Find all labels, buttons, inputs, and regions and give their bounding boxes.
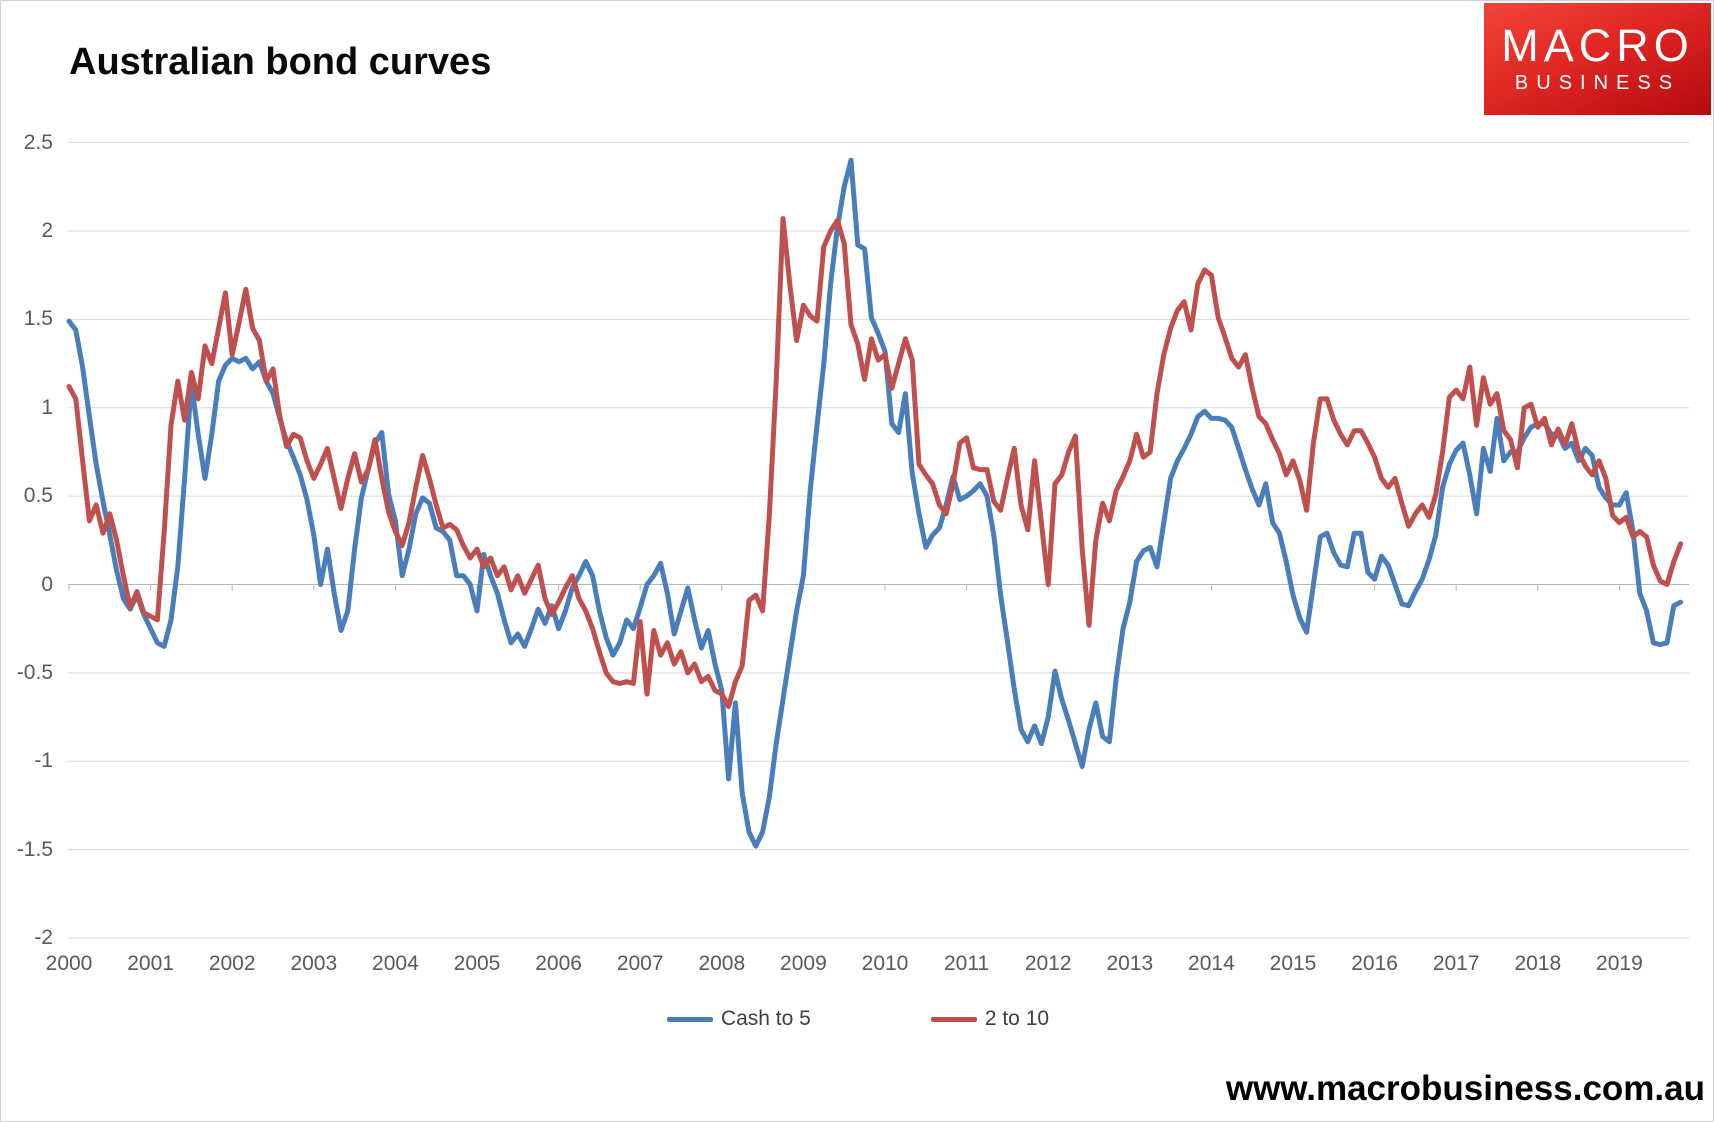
x-axis-tick-label: 2012 (1024, 952, 1072, 975)
series-line-cash-to-5 (66, 157, 1684, 849)
y-axis-tick-label: -1 (34, 749, 53, 773)
y-axis-tick-label: 0.5 (23, 484, 53, 508)
y-axis-tick-label: 0 (41, 572, 53, 596)
y-axis-tick-label: -1.5 (16, 837, 53, 861)
x-axis-tick-label: 2013 (1106, 952, 1154, 975)
x-axis-tick-label: 2008 (698, 952, 746, 975)
y-axis-tick-label: 1.5 (23, 307, 53, 331)
x-axis-tick-label: 2003 (290, 952, 338, 975)
x-axis-tick-label: 2000 (45, 952, 93, 975)
y-axis-tick-label: 2.5 (23, 130, 53, 154)
x-axis-tick-label: 2001 (127, 952, 174, 975)
x-axis-tick-label: 2018 (1514, 952, 1562, 975)
x-axis-tick-label: 2006 (535, 952, 582, 975)
legend-item-cash-to-5: Cash to 5 (666, 1007, 811, 1031)
legend-label-2-to-10: 2 to 10 (984, 1007, 1050, 1030)
x-axis-tick-label: 2011 (944, 952, 990, 975)
legend: Cash to 5 2 to 10 (1, 1007, 1713, 1031)
y-axis-tick-label: -0.5 (16, 660, 53, 684)
x-axis-tick-label: 2007 (616, 952, 664, 975)
macrobusiness-logo: MACRO BUSINESS (1484, 3, 1711, 115)
x-axis-tick-label: 2002 (208, 952, 256, 975)
legend-item-2-to-10: 2 to 10 (930, 1007, 1050, 1031)
x-axis-tick-label: 2016 (1351, 952, 1398, 975)
x-axis-tick-label: 2010 (861, 952, 909, 975)
logo-text-business: BUSINESS (1514, 72, 1681, 94)
watermark-url: www.macrobusiness.com.au (1225, 1069, 1705, 1108)
x-axis-tick-label: 2009 (780, 952, 827, 975)
y-axis-tick-label: 1 (41, 395, 53, 419)
x-axis-tick-label: 2017 (1432, 952, 1480, 975)
y-axis-tick-label: -2 (34, 926, 53, 949)
legend-swatch-cash-to-5 (666, 1016, 713, 1022)
legend-label-cash-to-5: Cash to 5 (720, 1007, 811, 1030)
x-axis-tick-label: 2004 (372, 952, 419, 975)
legend-swatch-2-to-10 (930, 1016, 977, 1022)
series-line-2-to-10 (66, 216, 1684, 709)
x-axis-tick-label: 2019 (1596, 952, 1643, 975)
chart-title: Australian bond curves (69, 41, 492, 83)
x-axis-tick-label: 2005 (453, 952, 501, 975)
logo-text-macro: MACRO (1501, 20, 1694, 71)
x-axis-tick-label: 2014 (1188, 952, 1235, 975)
y-axis-tick-label: 2 (41, 219, 53, 242)
x-axis-tick-label: 2015 (1269, 952, 1317, 975)
